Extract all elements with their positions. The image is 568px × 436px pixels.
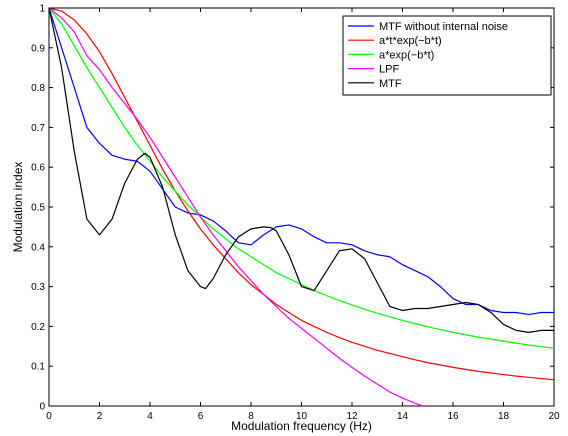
legend-label: MTF: [379, 78, 402, 90]
y-tick-label: 0.2: [31, 322, 45, 333]
legend-label: LPF: [379, 64, 399, 76]
legend-label: a*exp(−b*t): [379, 49, 434, 61]
x-tick-label: 4: [147, 411, 153, 422]
y-tick-label: 0: [39, 402, 45, 413]
x-tick-label: 16: [447, 411, 459, 422]
x-tick-label: 14: [397, 411, 409, 422]
y-axis-title: Modulation index: [11, 162, 25, 253]
y-tick-label: 0.6: [31, 163, 45, 174]
x-tick-label: 10: [296, 411, 308, 422]
series-line-2: [48, 7, 555, 349]
ticks-layer: 0 2 4 6 8 10 12 14 16 18 20 0 0.1 0.2 0.3 0.4 0.5 0.6 0.7 0…: [31, 4, 560, 423]
y-tick-label: 0.3: [31, 282, 45, 293]
x-tick-label: 20: [548, 411, 560, 422]
legend: MTF without internal noise a*t*exp(−b*t) a…: [342, 15, 552, 96]
series-line-4: [48, 7, 554, 333]
x-tick-label: 8: [248, 411, 254, 422]
legend-box: [342, 15, 552, 96]
x-axis-title: Modulation frequency (Hz): [231, 419, 372, 433]
legend-label: a*t*exp(−b*t): [379, 35, 442, 47]
x-tick-label: 0: [46, 411, 52, 422]
series-line-3: [48, 7, 423, 407]
x-tick-label: 12: [346, 411, 358, 422]
y-tick-label: 0.1: [31, 362, 45, 373]
series-layer: [48, 7, 555, 407]
y-tick-label: 0.8: [31, 83, 45, 94]
y-tick-label: 0.9: [31, 43, 45, 54]
y-tick-label: 0.7: [31, 123, 45, 134]
series-line-0: [48, 7, 554, 316]
x-tick-label: 6: [198, 411, 204, 422]
legend-label: MTF without internal noise: [379, 21, 508, 33]
y-tick-label: 1: [39, 4, 45, 15]
y-tick-label: 0.5: [31, 203, 45, 214]
x-tick-label: 18: [498, 411, 510, 422]
y-tick-label: 0.4: [31, 242, 45, 253]
x-tick-label: 2: [97, 411, 103, 422]
